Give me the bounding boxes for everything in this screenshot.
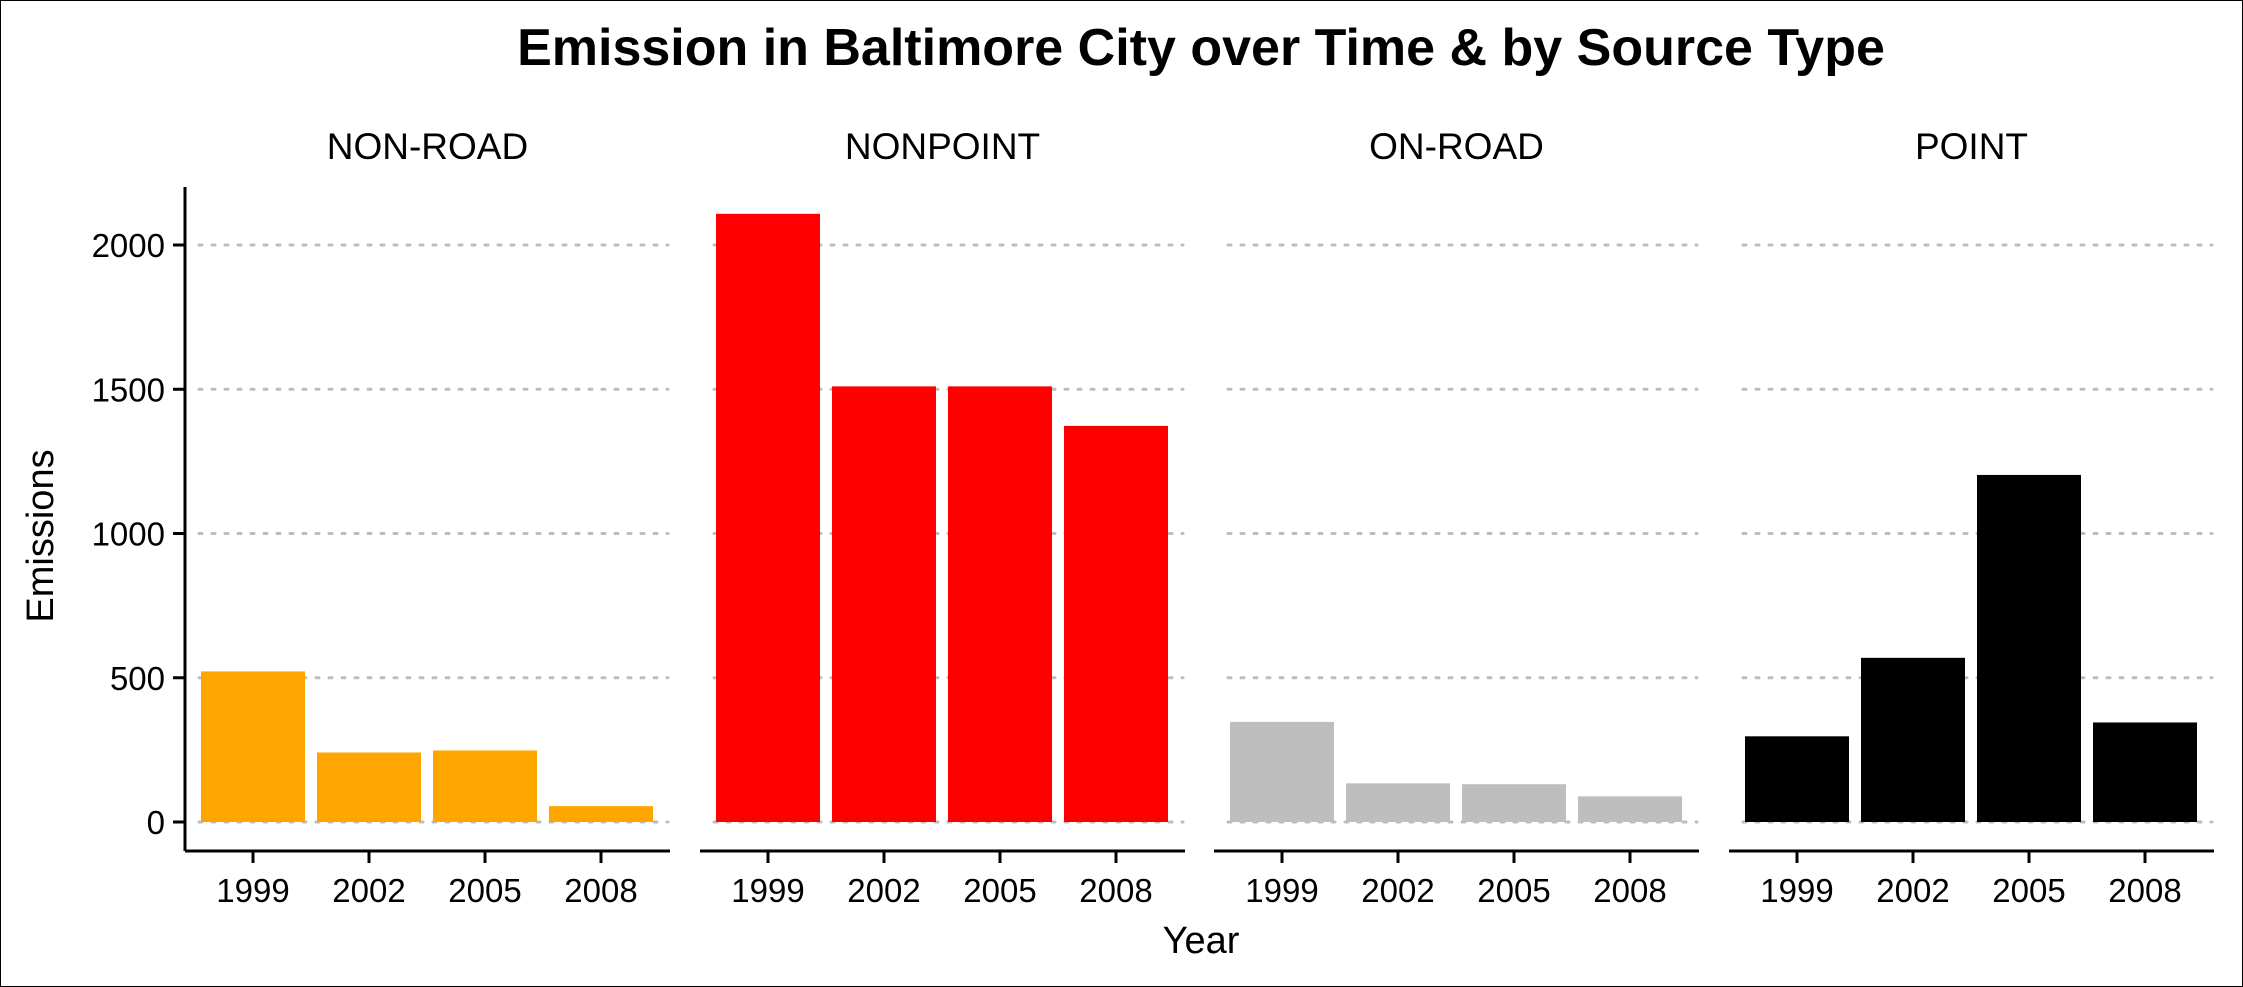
y-tick-label: 2000 xyxy=(92,227,165,264)
x-tick-label: 2002 xyxy=(1361,872,1434,909)
x-tick-label: 2008 xyxy=(1593,872,1666,909)
bar xyxy=(1745,736,1849,822)
facet-label: POINT xyxy=(1915,126,2028,167)
bar xyxy=(832,386,936,822)
bar xyxy=(948,386,1052,822)
y-tick-label: 500 xyxy=(110,660,165,697)
x-tick-label: 1999 xyxy=(1245,872,1318,909)
bar xyxy=(1861,657,1965,822)
bar xyxy=(1064,425,1168,822)
facet-label: NONPOINT xyxy=(845,126,1040,167)
x-tick-label: 1999 xyxy=(216,872,289,909)
x-tick-label: 2008 xyxy=(564,872,637,909)
facet-panel-point: POINT 1999 2002 2005 2008 xyxy=(1729,126,2214,909)
x-tick-label: 2005 xyxy=(448,872,521,909)
y-tick-label: 1500 xyxy=(92,371,165,408)
bar xyxy=(317,752,421,822)
bar xyxy=(1462,784,1566,822)
x-tick-label: 2002 xyxy=(1876,872,1949,909)
x-tick-label: 1999 xyxy=(1760,872,1833,909)
x-tick-label: 2005 xyxy=(963,872,1036,909)
y-tick-label: 1000 xyxy=(92,516,165,553)
x-tick-label: 2005 xyxy=(1992,872,2065,909)
chart-title: Emission in Baltimore City over Time & b… xyxy=(517,19,1885,77)
bar xyxy=(1346,783,1450,822)
x-tick-label: 2008 xyxy=(2108,872,2181,909)
bar xyxy=(1977,474,2081,822)
y-axis-title: Emissions xyxy=(20,449,62,622)
x-tick-label: 1999 xyxy=(731,872,804,909)
bar xyxy=(433,750,537,822)
facet-label: ON-ROAD xyxy=(1369,126,1544,167)
x-tick-label: 2005 xyxy=(1477,872,1550,909)
bar xyxy=(201,671,305,822)
facet-panel-on-road: ON-ROAD 1999 2002 2005 2008 xyxy=(1214,126,1699,909)
bar xyxy=(1230,721,1334,822)
x-tick-label: 2008 xyxy=(1079,872,1152,909)
facet-panel-nonpoint: NONPOINT 1999 2002 2005 2008 xyxy=(700,126,1185,909)
x-axis-title: Year xyxy=(1163,920,1240,962)
bar xyxy=(716,213,820,823)
facet-label: NON-ROAD xyxy=(327,126,528,167)
bar xyxy=(2093,722,2197,822)
facet-panels: 0 500 1000 1500 2000 NON-ROAD 1999 2002 2005 2008… xyxy=(92,126,2214,909)
y-tick-label: 0 xyxy=(147,804,165,841)
bar xyxy=(549,806,653,822)
bar xyxy=(1578,796,1682,822)
facet-panel-non-road: NON-ROAD 1999 2002 2005 2008 xyxy=(185,126,670,909)
x-tick-label: 2002 xyxy=(332,872,405,909)
x-tick-label: 2002 xyxy=(847,872,920,909)
